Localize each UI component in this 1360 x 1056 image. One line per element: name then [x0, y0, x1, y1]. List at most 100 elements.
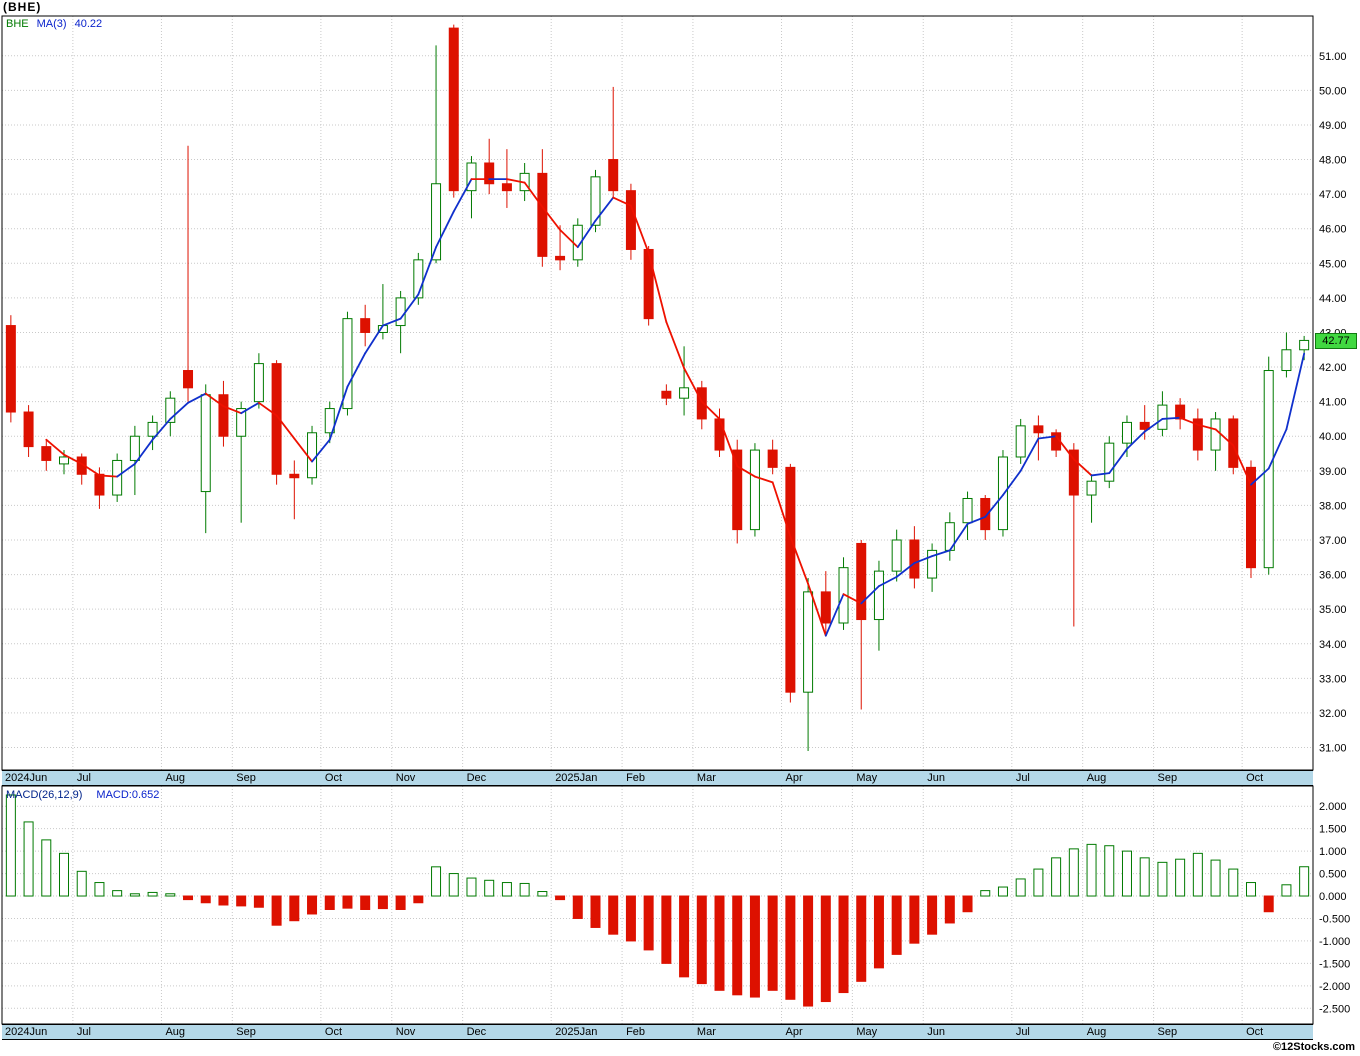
month-label: Feb	[626, 1026, 646, 1038]
candle-body	[271, 363, 282, 475]
month-label: 2025Jan	[555, 772, 598, 784]
candle-body	[1157, 404, 1168, 430]
candle-body	[236, 408, 247, 437]
month-label: 2024Jun	[5, 772, 48, 784]
candle-body	[1104, 442, 1115, 482]
candle-body	[501, 183, 512, 192]
month-label: Oct	[324, 1026, 343, 1038]
month-label: Jul	[1015, 772, 1030, 784]
candle-body	[413, 259, 424, 299]
macd-bar-negative	[767, 895, 778, 991]
price-tick-label: 31.00	[1319, 743, 1347, 755]
macd-bar-positive	[997, 886, 1008, 897]
candle-body	[1015, 425, 1026, 458]
ma-line-segment	[612, 196, 632, 207]
macd-bar-negative	[572, 895, 583, 919]
macd-bar-negative	[608, 895, 619, 935]
macd-bar-negative	[395, 895, 406, 910]
price-tick-label: 37.00	[1319, 535, 1347, 547]
macd-params-label: MACD(26,12,9)	[6, 789, 83, 801]
macd-bar-positive	[466, 877, 477, 897]
ma-line-segment	[1214, 428, 1235, 447]
price-tick-label: 45.00	[1319, 258, 1347, 270]
candle-body	[431, 183, 442, 261]
macd-bar-positive	[1192, 852, 1203, 897]
ma-line-segment	[63, 453, 83, 465]
macd-bar-negative	[909, 895, 920, 944]
macd-bar-positive	[1086, 843, 1097, 897]
candle-body	[1228, 418, 1239, 468]
macd-bar-negative	[307, 895, 318, 915]
candle-body	[218, 394, 229, 437]
macd-bar-negative	[236, 895, 247, 907]
ma-line-segment	[594, 196, 615, 222]
macd-bar-positive	[1175, 858, 1186, 897]
macd-bar-positive	[1121, 850, 1132, 897]
candle-body	[696, 387, 707, 420]
candle-body	[76, 456, 87, 475]
price-tick-label: 49.00	[1319, 120, 1347, 132]
ma-line-segment	[45, 438, 65, 456]
ma-line-segment	[948, 522, 969, 552]
ma-line-segment	[399, 293, 420, 320]
candle-body	[129, 435, 140, 461]
macd-bar-negative	[625, 895, 636, 942]
ma-line-segment	[1072, 458, 1093, 477]
ma-line-segment	[204, 392, 225, 408]
month-label: Jul	[1015, 1026, 1030, 1038]
month-label: Oct	[324, 772, 343, 784]
ma-line-segment	[895, 562, 916, 578]
candle-body	[1086, 480, 1097, 496]
ma-line-segment	[1267, 428, 1288, 470]
month-label: Sep	[236, 772, 256, 784]
candle-body	[147, 421, 158, 437]
candle-body	[749, 449, 760, 531]
ma-line-segment	[1002, 469, 1022, 496]
ma-line-segment	[736, 465, 756, 478]
month-axis-bottom: 2024Jun Jul Aug Sep Oct Nov Dec 2025Jan Feb Mar Ap…	[2, 1024, 1313, 1040]
macd-bar-positive	[519, 882, 530, 897]
macd-bar-positive	[501, 882, 512, 897]
macd-bar-negative	[803, 895, 814, 1007]
ma-line-segment	[1019, 437, 1040, 472]
candle-body	[1299, 339, 1310, 351]
candle-body	[41, 446, 52, 461]
ma-line-segment	[1232, 444, 1252, 486]
ma-line-segment	[1108, 448, 1128, 475]
macd-bar-negative	[413, 895, 424, 904]
macd-bar-negative	[856, 895, 867, 982]
macd-tick-label: 2.000	[1319, 801, 1347, 813]
candle-body	[962, 497, 973, 524]
ma-line-segment	[275, 414, 296, 440]
macd-bar-negative	[838, 895, 849, 994]
macd-bar-positive	[23, 821, 34, 897]
ma-line-segment	[240, 401, 260, 415]
macd-bar-negative	[714, 895, 725, 991]
ma-line-segment	[381, 317, 402, 327]
ma-line-segment	[1250, 467, 1270, 486]
last-price-badge: 42.77	[1315, 333, 1357, 350]
candle-body	[1139, 421, 1150, 430]
candle-body	[608, 159, 619, 192]
ma-line-segment	[966, 516, 987, 525]
ma-line-segment	[98, 474, 119, 478]
month-label: Dec	[466, 772, 487, 784]
candle-body	[395, 297, 406, 327]
ma-line-segment	[754, 475, 774, 484]
ma-line-segment	[1285, 352, 1306, 431]
ma-line-segment	[133, 438, 154, 465]
macd-bar-positive	[1157, 861, 1168, 897]
month-label: Oct	[1246, 1026, 1264, 1038]
macd-bar-positive	[129, 893, 140, 897]
candle-body	[448, 27, 459, 192]
month-label: 2025Jan	[555, 1026, 598, 1038]
macd-value-label: MACD:0.652	[96, 789, 160, 801]
main-panel-frame	[1, 15, 1314, 771]
month-label: Mar	[696, 772, 716, 784]
price-tick-label: 41.00	[1319, 397, 1347, 409]
macd-bar-positive	[94, 882, 105, 897]
ma-line-segment	[506, 178, 526, 184]
ma-line-segment	[931, 549, 951, 558]
ma-line-segment	[169, 401, 189, 420]
